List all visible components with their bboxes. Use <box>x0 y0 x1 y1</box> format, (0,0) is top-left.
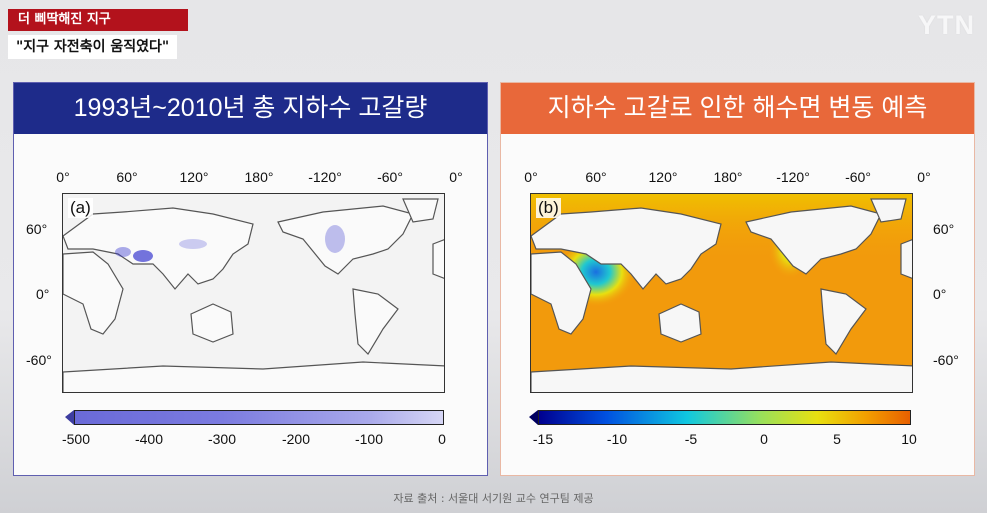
sea-level-change-panel: 지하수 고갈로 인한 해수면 변동 예측 0° 60° 120° 180° -1… <box>500 82 975 476</box>
longitude-axis: 0° 60° 120° 180° -120° -60° 0° <box>14 169 489 187</box>
colorbar-tick: -400 <box>134 431 164 447</box>
lon-tick: 60° <box>116 169 138 185</box>
depletion-map: (a) <box>62 193 445 393</box>
lon-tick: 120° <box>648 169 678 185</box>
lat-tick: -60° <box>26 352 52 368</box>
lat-tick: 60° <box>26 221 48 237</box>
depletion-colorbar <box>74 410 444 425</box>
lat-tick: -60° <box>933 352 959 368</box>
map-panel-label: (a) <box>68 198 93 218</box>
lon-tick: 180° <box>713 169 743 185</box>
colorbar-ticks: -15 -10 -5 0 5 10 <box>501 431 976 449</box>
news-subheadline: "지구 자전축이 움직였다" <box>8 35 178 59</box>
sea-level-map: (b) <box>530 193 913 393</box>
lon-tick: 120° <box>179 169 209 185</box>
colorbar-tick: 0 <box>760 431 768 447</box>
colorbar-tick: 0 <box>438 431 446 447</box>
groundwater-depletion-panel: 1993년~2010년 총 지하수 고갈량 0° 60° 120° 180° -… <box>13 82 488 476</box>
panel-title: 1993년~2010년 총 지하수 고갈량 <box>14 83 487 134</box>
panel-title: 지하수 고갈로 인한 해수면 변동 예측 <box>501 83 974 134</box>
world-map-icon <box>63 198 444 392</box>
lon-tick: 60° <box>585 169 607 185</box>
lon-tick: 0° <box>56 169 70 185</box>
colorbar-tick: -200 <box>281 431 311 447</box>
colorbar-extend-arrow <box>529 410 538 425</box>
sea-level-colorbar <box>538 410 911 425</box>
lon-tick: -60° <box>845 169 871 185</box>
longitude-axis: 0° 60° 120° 180° -120° -60° 0° <box>501 169 976 187</box>
colorbar-tick: -300 <box>207 431 237 447</box>
colorbar-tick: -15 <box>532 431 554 447</box>
colorbar-tick: 10 <box>901 431 917 447</box>
lat-tick: 60° <box>933 221 955 237</box>
lon-tick: -120° <box>308 169 342 185</box>
lon-tick: 180° <box>244 169 274 185</box>
colorbar-ticks: -500 -400 -300 -200 -100 0 <box>14 431 489 449</box>
colorbar-extend-arrow <box>65 410 74 425</box>
map-panel-label: (b) <box>536 198 561 218</box>
lon-tick: 0° <box>449 169 463 185</box>
lat-tick: 0° <box>933 286 947 302</box>
colorbar-tick: -500 <box>61 431 91 447</box>
lon-tick: 0° <box>917 169 931 185</box>
lon-tick: -120° <box>776 169 810 185</box>
lon-tick: -60° <box>377 169 403 185</box>
lat-tick: 0° <box>36 286 50 302</box>
source-credit: 자료 출처 : 서울대 서기원 교수 연구팀 제공 <box>393 492 594 505</box>
colorbar-tick: -10 <box>606 431 628 447</box>
lon-tick: 0° <box>524 169 538 185</box>
colorbar-tick: 5 <box>833 431 841 447</box>
ytn-logo: YTN <box>918 10 975 40</box>
world-map-icon <box>531 194 912 392</box>
news-headline: 더 삐딱해진 지구 <box>8 9 188 31</box>
colorbar-tick: -5 <box>684 431 698 447</box>
colorbar-tick: -100 <box>354 431 384 447</box>
